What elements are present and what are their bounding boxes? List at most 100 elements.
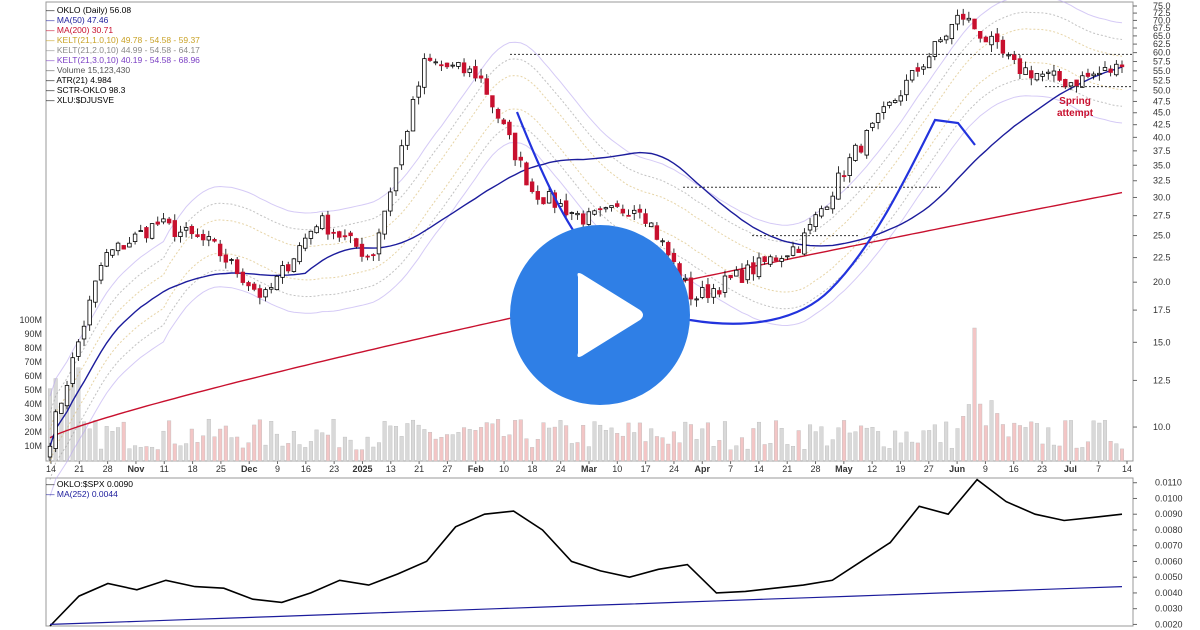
volume-bar bbox=[575, 442, 580, 462]
candle bbox=[354, 237, 359, 249]
volume-bar bbox=[796, 430, 801, 462]
volume-bar bbox=[842, 420, 847, 462]
date-tick-label: 14 bbox=[754, 464, 764, 474]
candle-body bbox=[303, 237, 308, 249]
price-legend-item: — KELT(21,1.0,10) 49.78 - 54.58 - 59.37 bbox=[46, 35, 200, 45]
date-tick-label: Jun bbox=[949, 464, 965, 474]
date-tick-label: 11 bbox=[160, 464, 169, 474]
volume-bar bbox=[1074, 447, 1079, 462]
price-legend-item: — KELT(21,3.0,10) 40.19 - 54.58 - 68.96 bbox=[46, 55, 200, 65]
candle bbox=[217, 239, 223, 262]
candle bbox=[1102, 61, 1108, 71]
candle-body bbox=[700, 287, 705, 298]
volume-bar bbox=[269, 421, 274, 462]
volume-bar bbox=[479, 427, 484, 462]
candle bbox=[569, 211, 575, 221]
date-tick-label: 23 bbox=[1037, 464, 1047, 474]
volume-bar bbox=[745, 448, 750, 462]
play-icon[interactable] bbox=[510, 225, 690, 405]
volume-bar bbox=[961, 416, 966, 462]
candle-body bbox=[904, 79, 909, 96]
candle-body bbox=[864, 130, 869, 156]
price-y-tick-label: 50.0 bbox=[1153, 86, 1171, 96]
candle-body bbox=[1091, 73, 1096, 77]
candle bbox=[841, 170, 847, 182]
candle-body bbox=[410, 99, 416, 132]
volume-bar bbox=[887, 448, 892, 462]
spring-attempt-label: Spring attempt bbox=[1057, 96, 1094, 119]
candle-body bbox=[161, 218, 166, 223]
volume-bar bbox=[949, 447, 954, 462]
candle-body bbox=[807, 224, 813, 231]
candle bbox=[887, 101, 892, 109]
legend-label: SCTR-OKLO 98.3 bbox=[56, 85, 126, 95]
candle-body bbox=[422, 58, 427, 88]
price-y-tick-label: 37.5 bbox=[1153, 146, 1171, 156]
candle bbox=[875, 112, 881, 130]
candle-body bbox=[847, 157, 852, 176]
video-play-button[interactable] bbox=[510, 225, 690, 405]
candle-body bbox=[620, 208, 626, 214]
date-tick-label: 28 bbox=[103, 464, 113, 474]
volume-bar bbox=[1012, 422, 1017, 462]
price-y-tick-label: 35.0 bbox=[1153, 160, 1171, 170]
volume-bar bbox=[382, 421, 387, 462]
candle-body bbox=[978, 31, 983, 39]
volume-bar bbox=[927, 430, 932, 462]
volume-bar bbox=[830, 439, 835, 462]
candle-body bbox=[569, 212, 575, 214]
candle-body bbox=[484, 78, 489, 95]
candle bbox=[632, 205, 637, 221]
date-tick-label: Dec bbox=[241, 464, 258, 474]
candle-body bbox=[541, 197, 546, 205]
volume-bar bbox=[779, 428, 784, 462]
candle-body bbox=[785, 255, 790, 258]
date-tick-label: 10 bbox=[612, 464, 622, 474]
volume-bar bbox=[552, 426, 557, 462]
date-tick-label: 19 bbox=[895, 464, 905, 474]
candle-body bbox=[643, 213, 648, 224]
candle bbox=[388, 187, 393, 217]
candle-body bbox=[461, 62, 467, 74]
candle-body bbox=[467, 68, 472, 73]
candle bbox=[427, 53, 433, 62]
candle bbox=[955, 9, 960, 31]
volume-tick-label: 80M bbox=[24, 343, 42, 353]
volume-tick-label: 40M bbox=[24, 399, 42, 409]
volume-bar bbox=[274, 433, 279, 462]
volume-bar bbox=[649, 428, 654, 462]
date-tick-label: Jul bbox=[1064, 464, 1077, 474]
candle bbox=[59, 402, 64, 414]
volume-bar bbox=[898, 442, 903, 462]
volume-bar bbox=[700, 428, 705, 462]
date-tick-label: 21 bbox=[782, 464, 792, 474]
candle-body bbox=[915, 67, 921, 72]
candle bbox=[251, 281, 257, 292]
price-y-tick-label: 62.5 bbox=[1153, 39, 1171, 49]
candle bbox=[1074, 79, 1079, 93]
volume-bar bbox=[620, 435, 625, 462]
candle-body bbox=[1040, 73, 1045, 77]
volume-bar bbox=[87, 428, 92, 462]
volume-bar bbox=[688, 424, 693, 462]
candle bbox=[722, 270, 728, 298]
date-tick-label: 24 bbox=[669, 464, 679, 474]
candle-body bbox=[1006, 54, 1011, 57]
candle bbox=[115, 241, 121, 256]
candle-body bbox=[439, 64, 444, 67]
keltner-1-band bbox=[49, 28, 1123, 464]
volume-bar bbox=[496, 419, 501, 462]
candle bbox=[450, 62, 455, 69]
volume-bar bbox=[138, 447, 143, 462]
legend-label: OKLO (Daily) 56.08 bbox=[56, 5, 132, 15]
date-tick-label: 24 bbox=[556, 464, 566, 474]
candle bbox=[921, 63, 926, 75]
volume-tick-label: 70M bbox=[24, 357, 42, 367]
candle-body bbox=[1068, 82, 1074, 87]
legend-swatch-icon: — bbox=[46, 95, 57, 105]
candle bbox=[132, 231, 138, 245]
candle-body bbox=[858, 145, 864, 153]
volume-bar bbox=[490, 423, 495, 462]
volume-bar bbox=[711, 446, 716, 462]
candle bbox=[478, 68, 484, 83]
